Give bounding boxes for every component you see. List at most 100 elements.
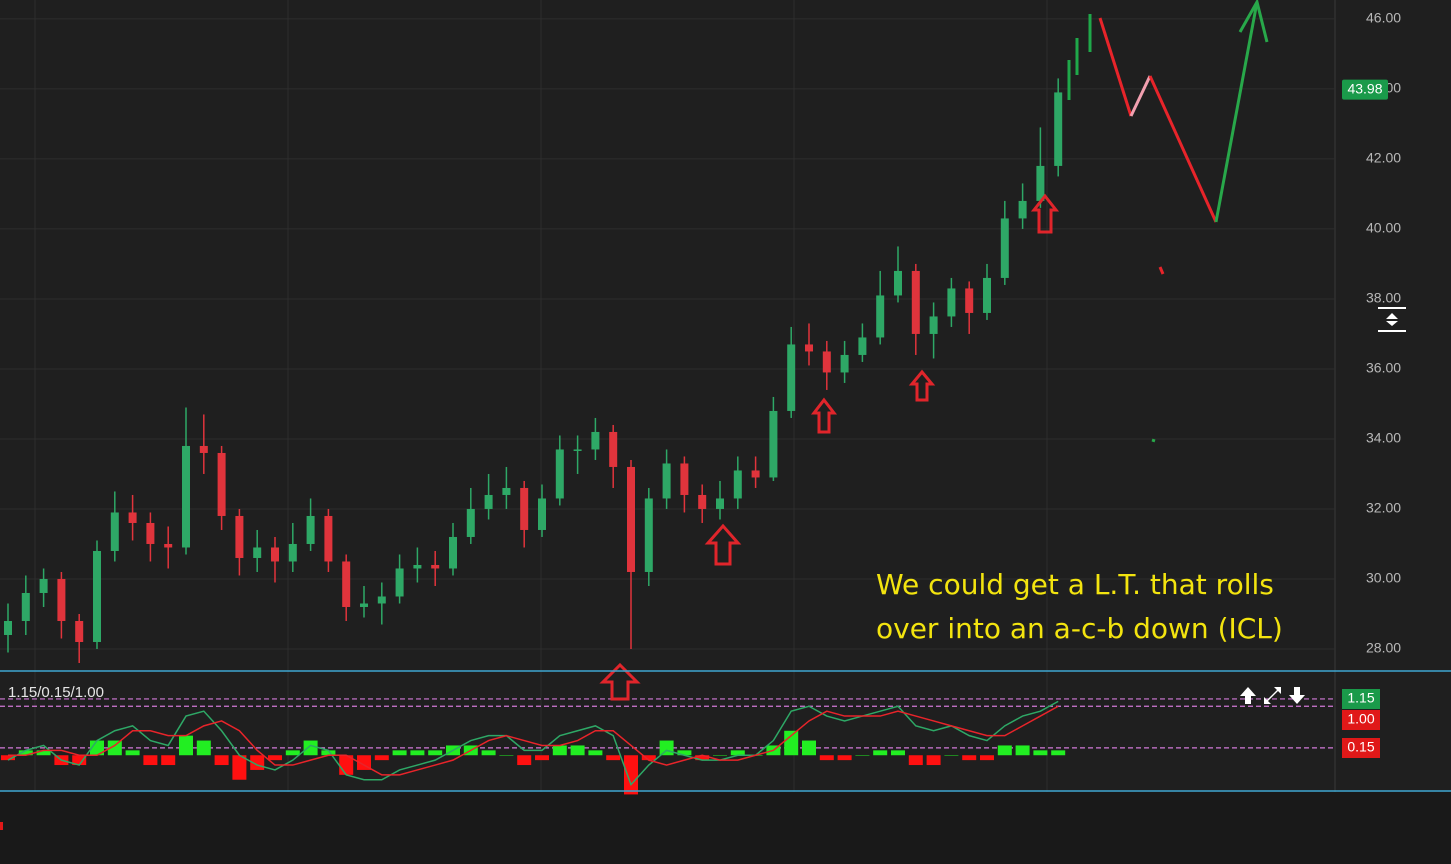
- candle-body: [146, 522, 155, 544]
- candle-body: [555, 449, 564, 499]
- candle-body: [520, 487, 529, 530]
- candle-body: [199, 445, 208, 453]
- level-tag: [1342, 689, 1380, 709]
- y-tick-label: 38.00: [1366, 290, 1401, 306]
- histogram-bar: [36, 750, 51, 756]
- histogram-bar: [410, 750, 425, 756]
- annotation: over into an a-c-b down (ICL): [876, 612, 1283, 645]
- candle-body: [858, 337, 867, 355]
- histogram-bar: [232, 755, 247, 780]
- candle-body: [288, 543, 297, 562]
- histogram-bar: [624, 755, 638, 795]
- candle-body: [128, 512, 137, 523]
- histogram-bar: [18, 750, 33, 756]
- level-tag-label: 1.00: [1347, 711, 1374, 727]
- move-up-icon[interactable]: [1240, 687, 1256, 704]
- candle-body: [57, 578, 66, 621]
- up-arrow: [810, 397, 838, 434]
- candle-body: [395, 568, 404, 597]
- candle-body: [360, 603, 368, 607]
- histogram-bar: [730, 750, 745, 756]
- y-tick-label: 36.00: [1366, 360, 1401, 376]
- histogram-bar: [891, 750, 905, 756]
- histogram-bar: [499, 755, 514, 756]
- y-tick-label: 34.00: [1366, 430, 1401, 446]
- histogram-bar: [179, 735, 193, 756]
- histogram-bar: [428, 750, 443, 756]
- candle-body: [502, 487, 511, 495]
- histogram-bar: [214, 755, 229, 766]
- histogram-bar: [944, 755, 959, 756]
- histogram-bar: [641, 755, 656, 761]
- move-down-icon[interactable]: [1289, 687, 1305, 704]
- indicator-line: [8, 705, 1059, 776]
- projection: [1067, 0, 1269, 443]
- histogram-bar: [161, 755, 176, 766]
- candle-body: [965, 288, 974, 313]
- indicator-line: [7, 700, 1059, 787]
- maximize-icon[interactable]: [1264, 687, 1281, 704]
- candle-body: [680, 463, 689, 495]
- candle-body: [573, 449, 582, 451]
- up-arrow: [1030, 193, 1060, 234]
- histogram-bar: [980, 755, 994, 761]
- panel-icons: [1240, 687, 1305, 704]
- candle-body: [4, 620, 12, 635]
- candle-body: [217, 452, 226, 516]
- up-arrow: [908, 369, 936, 402]
- histogram-bar: [535, 755, 549, 761]
- histogram-bar: [303, 740, 318, 756]
- candle-body: [716, 498, 724, 509]
- histogram-bar: [517, 755, 532, 766]
- y-tick-label: 46.00: [1366, 10, 1401, 26]
- histogram-bar: [962, 755, 977, 761]
- histogram-bar: [552, 745, 567, 756]
- candle-body: [182, 445, 190, 548]
- candle-body: [253, 547, 262, 558]
- dot: [1158, 266, 1165, 275]
- candle-body: [644, 498, 653, 572]
- scale-button[interactable]: [1378, 307, 1406, 332]
- candle-body: [1018, 200, 1027, 219]
- histogram-bar: [72, 755, 87, 766]
- histogram-bar: [695, 755, 710, 761]
- candle-body: [377, 596, 386, 604]
- candle-body: [93, 550, 101, 642]
- y-tick-label: 32.00: [1366, 500, 1401, 516]
- candle-body: [164, 543, 173, 548]
- marker: [0, 822, 3, 830]
- histogram-bar: [1051, 750, 1066, 756]
- candle-body: [306, 515, 315, 544]
- histogram-bar: [374, 755, 389, 761]
- candle-body: [449, 536, 457, 569]
- candle-body: [431, 564, 440, 569]
- candle-body: [609, 431, 618, 467]
- projection-leg: [1148, 75, 1218, 223]
- candle-body: [1036, 165, 1045, 201]
- candle-body: [698, 494, 707, 509]
- candle-body: [413, 564, 422, 569]
- histogram-bar: [588, 750, 603, 756]
- projection-ticks: [1067, 14, 1092, 100]
- histogram-bar: [997, 745, 1012, 756]
- indicator-title: 1.15/0.15/1.00: [8, 684, 104, 701]
- price-tag: [1342, 79, 1388, 100]
- y-tick-label: 42.00: [1366, 150, 1401, 166]
- projection-leg: [1214, 1, 1259, 223]
- histogram-bar: [873, 750, 888, 756]
- candle-body: [876, 295, 885, 338]
- arrows: [599, 193, 1060, 701]
- level-tag-label: 0.15: [1347, 739, 1374, 755]
- candle-body: [894, 270, 902, 296]
- dot: [1151, 438, 1156, 443]
- level-tag: [1342, 710, 1380, 730]
- histogram-bar: [125, 750, 140, 756]
- candle-body: [627, 466, 635, 572]
- candle-body: [466, 508, 475, 537]
- histogram-bar: [677, 750, 692, 756]
- histogram-bar: [107, 740, 122, 756]
- annotation: We could get a L.T. that rolls: [876, 568, 1274, 601]
- candle-body: [484, 494, 493, 509]
- candle-body: [235, 515, 244, 558]
